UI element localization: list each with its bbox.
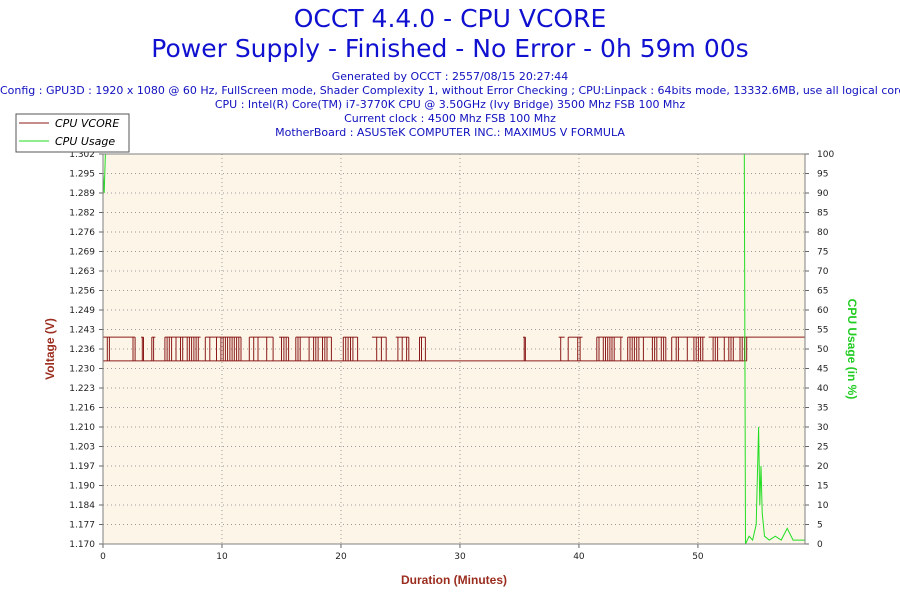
x-tick-label: 0 bbox=[100, 552, 106, 562]
vcore-spike-band bbox=[164, 337, 199, 361]
y2-axis-label: CPU Usage (in %) bbox=[845, 299, 859, 400]
right-axis-ticks: 0 5 10 15 20 25 30 35 40 45 50 55 60 65 70 75 80 85 90 95 10… bbox=[805, 150, 834, 550]
y2-tick-label: 75 bbox=[817, 248, 828, 258]
plot-border bbox=[102, 153, 806, 545]
y-tick-label: 1.230 bbox=[69, 365, 95, 375]
y-tick-label: 1.170 bbox=[69, 540, 95, 550]
vcore-spike-band bbox=[376, 337, 387, 361]
vcore-tail bbox=[746, 336, 805, 361]
y2-tick-label: 5 bbox=[817, 521, 823, 531]
x-tick-label: 30 bbox=[454, 552, 466, 562]
vcore-spike-band bbox=[419, 337, 426, 361]
vcore-spike-band bbox=[712, 337, 745, 361]
legend-usage-label: CPU Usage bbox=[55, 135, 115, 148]
legend-vcore-label: CPU VCORE bbox=[55, 117, 119, 130]
y2-tick-label: 50 bbox=[817, 345, 829, 355]
x-tick-label: 20 bbox=[335, 552, 347, 562]
y-tick-label: 1.249 bbox=[69, 306, 95, 316]
config-info: Config : GPU3D : 1920 x 1080 @ 60 Hz, Fu… bbox=[0, 84, 900, 97]
y2-tick-label: 30 bbox=[817, 423, 829, 433]
y-tick-label: 1.256 bbox=[69, 287, 95, 297]
chart-title: OCCT 4.4.0 - CPU VCORE bbox=[293, 4, 607, 33]
y-tick-label: 1.295 bbox=[69, 170, 95, 180]
left-axis-ticks: 1.170 1.177 1.184 1.190 1.197 1.203 1.210 1.216… bbox=[69, 150, 103, 550]
legend-box bbox=[15, 113, 130, 153]
y-tick-label: 1.276 bbox=[69, 228, 95, 238]
vcore-spike-band bbox=[204, 337, 242, 361]
y2-tick-label: 0 bbox=[817, 540, 823, 550]
generated-info: Generated by OCCT : 2557/08/15 20:27:44 bbox=[331, 70, 569, 83]
cpu-info: CPU : Intel(R) Core(TM) i7-3770K CPU @ 3… bbox=[214, 98, 686, 111]
vcore-spike-band bbox=[295, 337, 332, 361]
y-tick-label: 1.243 bbox=[69, 326, 95, 336]
vcore-spike-band bbox=[281, 337, 290, 361]
y-tick-label: 1.177 bbox=[69, 521, 95, 531]
y2-tick-label: 10 bbox=[817, 501, 829, 511]
y-tick-label: 1.184 bbox=[69, 501, 95, 511]
y2-tick-label: 25 bbox=[817, 443, 828, 453]
y-tick-label: 1.236 bbox=[69, 345, 95, 355]
y-tick-label: 1.302 bbox=[69, 150, 95, 160]
legend: CPU VCORE CPU Usage bbox=[15, 113, 130, 153]
y2-tick-label: 40 bbox=[817, 384, 829, 394]
y2-tick-label: 70 bbox=[817, 267, 829, 277]
x-tick-label: 40 bbox=[573, 552, 585, 562]
vcore-spike-band bbox=[397, 337, 410, 361]
y-tick-label: 1.203 bbox=[69, 443, 95, 453]
clock-info: Current clock : 4500 Mhz FSB 100 Mhz bbox=[344, 112, 556, 125]
x-tick-label: 10 bbox=[216, 552, 228, 562]
y2-tick-label: 15 bbox=[817, 482, 828, 492]
y-tick-label: 1.190 bbox=[69, 482, 95, 492]
chart-subtitle: Power Supply - Finished - No Error - 0h … bbox=[151, 34, 749, 63]
y2-tick-label: 55 bbox=[817, 326, 828, 336]
y-tick-label: 1.282 bbox=[69, 209, 95, 219]
y2-tick-label: 100 bbox=[817, 150, 834, 160]
vcore-spike-band bbox=[567, 337, 581, 361]
vcore-spike-band bbox=[523, 337, 526, 361]
y2-tick-label: 95 bbox=[817, 170, 828, 180]
y-tick-label: 1.210 bbox=[69, 423, 95, 433]
y2-tick-label: 65 bbox=[817, 287, 828, 297]
y-axis-label: Voltage (V) bbox=[43, 318, 57, 380]
y2-tick-label: 45 bbox=[817, 365, 828, 375]
y2-tick-label: 20 bbox=[817, 462, 829, 472]
y2-tick-label: 80 bbox=[817, 228, 829, 238]
vcore-spike-band bbox=[141, 337, 144, 361]
vcore-spike-band bbox=[342, 337, 359, 361]
y2-tick-label: 90 bbox=[817, 189, 829, 199]
y-tick-label: 1.197 bbox=[69, 462, 95, 472]
y-tick-label: 1.289 bbox=[69, 189, 95, 199]
grid-lines bbox=[103, 154, 805, 544]
y2-tick-label: 35 bbox=[817, 404, 828, 414]
x-tick-label: 50 bbox=[692, 552, 704, 562]
x-axis-label: Duration (Minutes) bbox=[401, 573, 507, 587]
vcore-spike-band bbox=[627, 337, 667, 361]
vcore-spike-band bbox=[248, 337, 274, 361]
y-tick-label: 1.263 bbox=[69, 267, 95, 277]
vcore-spike-band bbox=[151, 337, 155, 361]
y-tick-label: 1.269 bbox=[69, 248, 95, 258]
motherboard-info: MotherBoard : ASUSTeK COMPUTER INC.: MAX… bbox=[275, 126, 625, 139]
y2-tick-label: 85 bbox=[817, 209, 828, 219]
vcore-spike-band bbox=[596, 337, 622, 361]
x-axis-ticks: 0 10 20 30 40 50 bbox=[100, 544, 704, 562]
y-tick-label: 1.223 bbox=[69, 384, 95, 394]
y-tick-label: 1.216 bbox=[69, 404, 95, 414]
vcore-spike-band bbox=[671, 337, 704, 361]
y2-tick-label: 60 bbox=[817, 306, 829, 316]
